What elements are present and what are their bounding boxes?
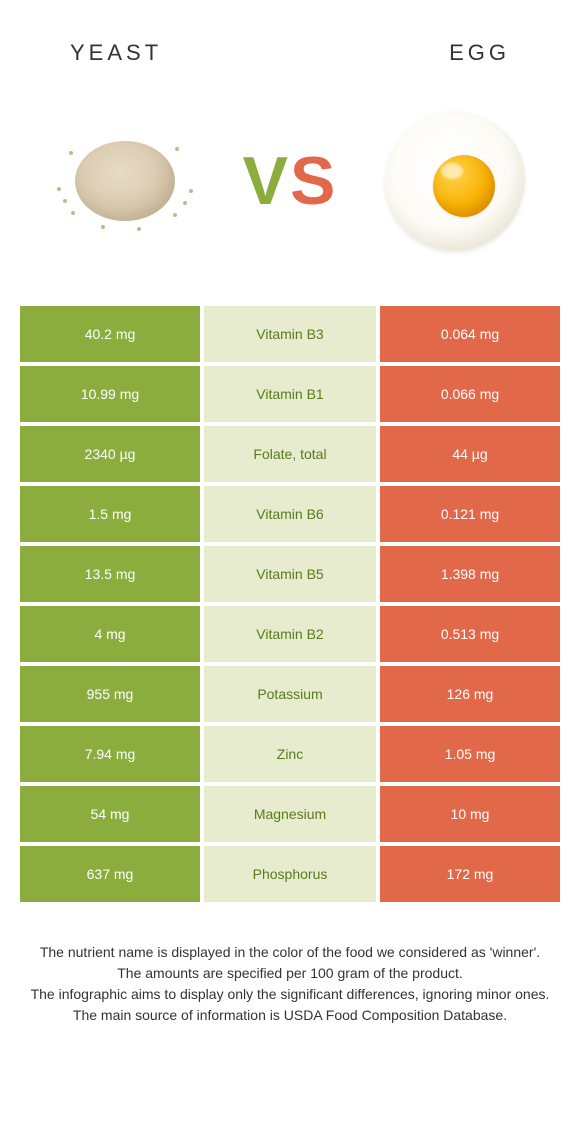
nutrient-name: Vitamin B5 [204,546,376,602]
left-value: 637 mg [20,846,200,902]
left-value: 13.5 mg [20,546,200,602]
vs-s: S [290,142,337,220]
footer-line: The infographic aims to display only the… [30,984,550,1005]
right-value: 0.513 mg [380,606,560,662]
nutrient-name: Potassium [204,666,376,722]
footer-line: The main source of information is USDA F… [30,1005,550,1026]
left-value: 1.5 mg [20,486,200,542]
left-value: 955 mg [20,666,200,722]
left-value: 2340 µg [20,426,200,482]
right-value: 0.066 mg [380,366,560,422]
table-row: 7.94 mgZinc1.05 mg [20,726,560,782]
left-value: 4 mg [20,606,200,662]
title-right: EGG [449,40,510,66]
table-row: 955 mgPotassium126 mg [20,666,560,722]
nutrient-name: Phosphorus [204,846,376,902]
vs-label: VS [243,142,338,220]
right-value: 10 mg [380,786,560,842]
nutrient-table: 40.2 mgVitamin B30.064 mg10.99 mgVitamin… [20,306,560,902]
nutrient-name: Vitamin B2 [204,606,376,662]
nutrient-name: Vitamin B3 [204,306,376,362]
footer-notes: The nutrient name is displayed in the co… [0,902,580,1056]
egg-image [360,86,550,276]
left-value: 10.99 mg [20,366,200,422]
right-value: 126 mg [380,666,560,722]
table-row: 13.5 mgVitamin B51.398 mg [20,546,560,602]
table-row: 40.2 mgVitamin B30.064 mg [20,306,560,362]
table-row: 1.5 mgVitamin B60.121 mg [20,486,560,542]
table-row: 4 mgVitamin B20.513 mg [20,606,560,662]
right-value: 1.05 mg [380,726,560,782]
table-row: 637 mgPhosphorus172 mg [20,846,560,902]
table-row: 10.99 mgVitamin B10.066 mg [20,366,560,422]
nutrient-name: Folate, total [204,426,376,482]
nutrient-name: Magnesium [204,786,376,842]
right-value: 172 mg [380,846,560,902]
footer-line: The amounts are specified per 100 gram o… [30,963,550,984]
vs-v: V [243,142,290,220]
nutrient-name: Vitamin B6 [204,486,376,542]
table-row: 2340 µgFolate, total44 µg [20,426,560,482]
footer-line: The nutrient name is displayed in the co… [30,942,550,963]
right-value: 0.121 mg [380,486,560,542]
left-value: 40.2 mg [20,306,200,362]
table-row: 54 mgMagnesium10 mg [20,786,560,842]
hero-row: VS [0,76,580,306]
nutrient-name: Zinc [204,726,376,782]
nutrient-name: Vitamin B1 [204,366,376,422]
yeast-image [30,86,220,276]
right-value: 1.398 mg [380,546,560,602]
header: YEAST EGG [0,0,580,76]
right-value: 0.064 mg [380,306,560,362]
left-value: 54 mg [20,786,200,842]
title-left: YEAST [70,40,162,66]
left-value: 7.94 mg [20,726,200,782]
right-value: 44 µg [380,426,560,482]
